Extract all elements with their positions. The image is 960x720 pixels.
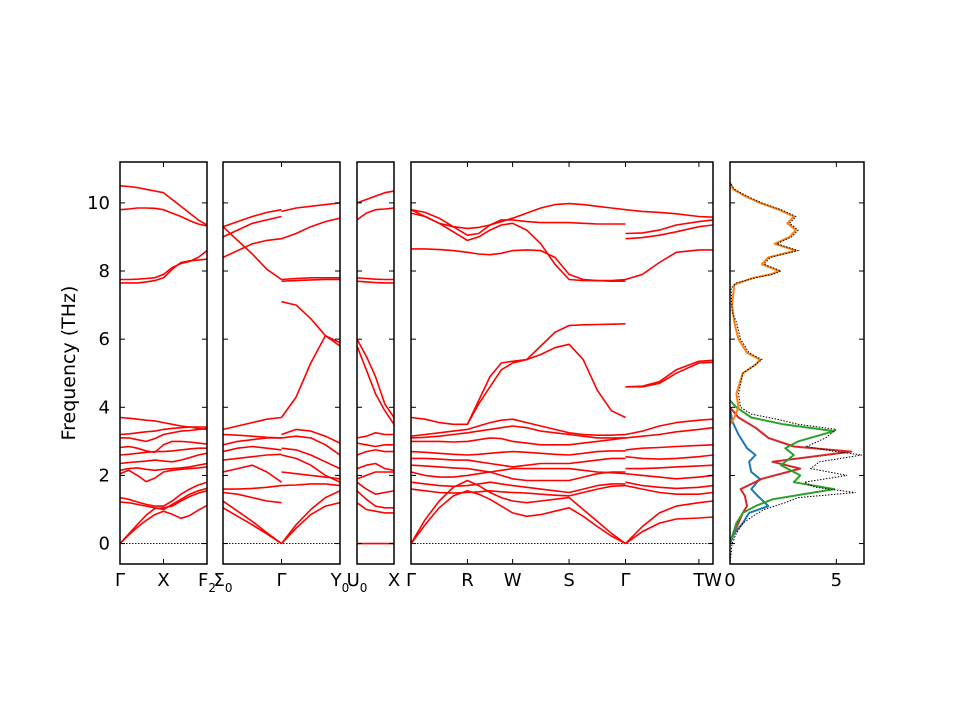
y-axis-label: Frequency (THz) — [58, 286, 80, 441]
x-tick-label: Γ — [115, 570, 125, 591]
x-tick-label: W — [504, 570, 522, 591]
x-tick-label: Γ — [406, 570, 416, 591]
y-tick-label: 8 — [99, 261, 110, 282]
x-tick-label: X — [388, 570, 400, 591]
dos-x-tick-label: 5 — [831, 570, 842, 591]
x-tick-label: S — [563, 570, 574, 591]
x-tick-label: X — [157, 570, 169, 591]
y-tick-label: 6 — [99, 329, 110, 350]
x-tick-label: Γ — [620, 570, 630, 591]
y-tick-label: 2 — [99, 465, 110, 486]
y-tick-label: 0 — [99, 534, 110, 555]
y-tick-label: 10 — [87, 193, 110, 214]
dos-x-tick-label: 0 — [724, 570, 735, 591]
y-axis-label-group: Frequency (THz) — [58, 286, 80, 441]
y-tick-label: 4 — [99, 397, 110, 418]
x-tick-label: W — [704, 570, 722, 591]
x-tick-label: R — [461, 570, 474, 591]
x-tick-label: Γ — [276, 570, 286, 591]
